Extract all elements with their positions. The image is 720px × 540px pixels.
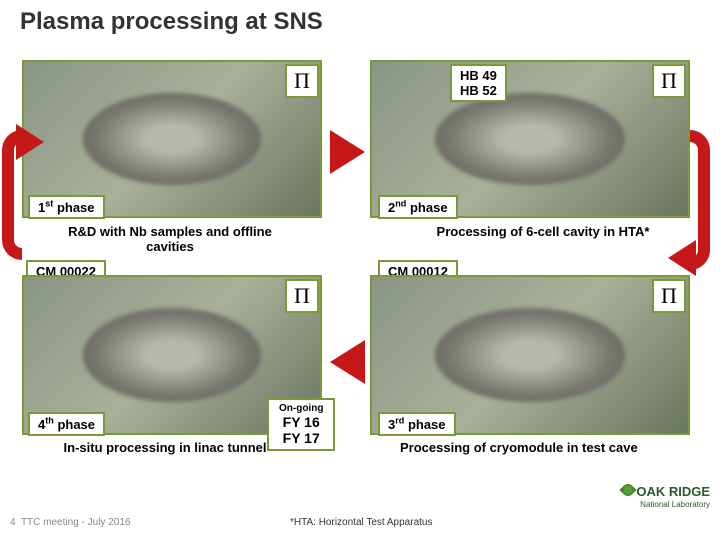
phase1-pi: Π bbox=[285, 64, 319, 98]
footnote: *HTA: Horizontal Test Apparatus bbox=[290, 517, 432, 528]
arrow-p2-p3 bbox=[690, 130, 710, 270]
lab1-sub: National Laboratory bbox=[640, 500, 710, 509]
phase2-hb: HB 49 HB 52 bbox=[450, 64, 507, 102]
phase2-label: 2nd phase bbox=[378, 195, 458, 219]
ongoing-lines: FY 16 FY 17 bbox=[283, 414, 320, 446]
page-title: Plasma processing at SNS bbox=[20, 8, 323, 36]
phase4-label-text: 4th phase bbox=[38, 417, 95, 432]
phase2-label-text: 2nd phase bbox=[388, 200, 448, 215]
footer-meeting: 4 TTC meeting - July 2016 bbox=[10, 517, 130, 528]
phase3-label-text: 3rd phase bbox=[388, 417, 446, 432]
phase2-desc: Processing of 6-cell cavity in HTA* bbox=[418, 224, 668, 239]
phase3-label: 3rd phase bbox=[378, 412, 456, 436]
phase1-label: 1st phase bbox=[28, 195, 105, 219]
phase4-desc: In-situ processing in linac tunnel bbox=[50, 440, 280, 455]
phase4-pi: Π bbox=[285, 279, 319, 313]
phase1-label-text: 1st phase bbox=[38, 200, 95, 215]
leaf-icon bbox=[620, 482, 637, 499]
phase1-desc: R&D with Nb samples and offline cavities bbox=[60, 224, 280, 254]
phase2-pi: Π bbox=[652, 64, 686, 98]
lab1-name: OAK RIDGE bbox=[636, 484, 710, 499]
arrow-p1-p2 bbox=[330, 130, 365, 174]
ongoing-header: On-going bbox=[279, 403, 323, 414]
ongoing-box: On-going FY 16 FY 17 bbox=[267, 398, 335, 451]
page-number: 4 bbox=[10, 517, 16, 528]
arrow-p3-p4 bbox=[330, 340, 365, 384]
phase3-pi: Π bbox=[652, 279, 686, 313]
arrow-p4-p1 bbox=[2, 130, 22, 260]
phase3-desc: Processing of cryomodule in test cave bbox=[400, 440, 700, 455]
phase3-photo bbox=[370, 275, 690, 435]
phase4-label: 4th phase bbox=[28, 412, 105, 436]
meeting-text: TTC meeting - July 2016 bbox=[21, 517, 131, 528]
oakridge-logo: OAK RIDGE National Laboratory bbox=[622, 484, 710, 510]
